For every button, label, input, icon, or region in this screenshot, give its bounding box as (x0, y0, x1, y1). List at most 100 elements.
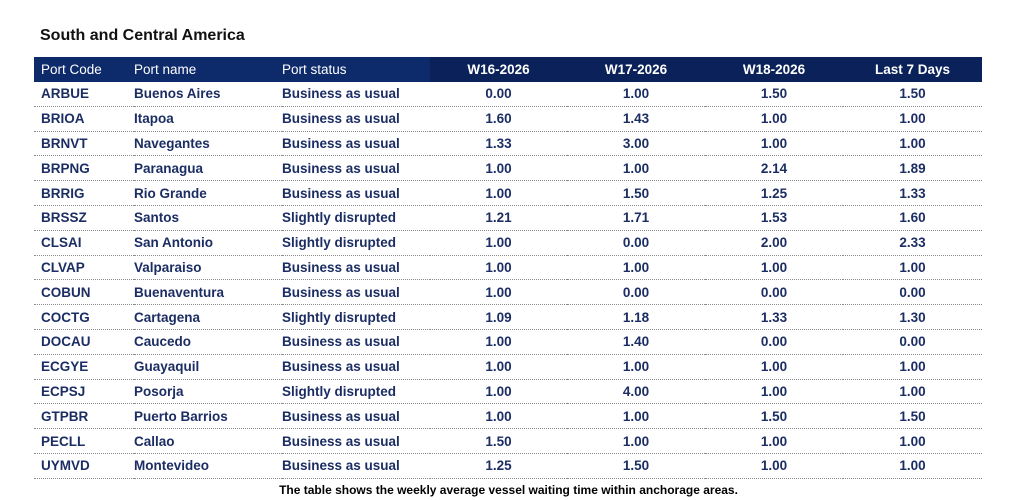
port-status-cell: Slightly disrupted (282, 230, 430, 256)
port-code-cell: GTPBR (34, 403, 134, 430)
port-name-cell: Puerto Barrios (134, 403, 282, 430)
table-row: COBUN Buenaventura Business as usual 1.00 0.… (34, 279, 982, 306)
w18-cell: 1.00 (705, 106, 843, 132)
header-port-code: Port Code (34, 57, 134, 82)
port-name-cell: Rio Grande (134, 180, 282, 206)
port-status-cell: Slightly disrupted (282, 304, 430, 330)
port-name-cell: Caucedo (134, 329, 282, 355)
table-row: BRRIG Rio Grande Business as usual 1.00 1.50… (34, 180, 982, 206)
last-7-days-cell: 1.30 (843, 304, 982, 330)
w18-cell: 1.53 (705, 205, 843, 231)
last-7-days-cell: 1.00 (843, 255, 982, 281)
w17-cell: 1.00 (567, 403, 705, 430)
header-last-7-days: Last 7 Days (843, 57, 982, 82)
w18-cell: 1.00 (705, 131, 843, 157)
port-code-cell: COCTG (34, 304, 134, 330)
table-row: DOCAU Caucedo Business as usual 1.00 1.40 0.0… (34, 329, 982, 355)
w16-cell: 1.00 (430, 403, 567, 430)
table-row: BRSSZ Santos Slightly disrupted 1.21 1.71 1.5… (34, 205, 982, 231)
header-w16: W16-2026 (430, 57, 567, 82)
port-waiting-table: Port Code Port name Port status W16-2026… (34, 57, 982, 479)
port-status-cell: Business as usual (282, 180, 430, 206)
table-row: GTPBR Puerto Barrios Business as usual 1.00… (34, 403, 982, 430)
port-name-cell: Guayaquil (134, 354, 282, 380)
last-7-days-cell: 1.89 (843, 155, 982, 182)
port-status-cell: Business as usual (282, 255, 430, 281)
w18-cell: 0.00 (705, 329, 843, 355)
port-name-cell: Montevideo (134, 453, 282, 479)
w18-cell: 1.00 (705, 379, 843, 405)
port-code-cell: BRIOA (34, 106, 134, 132)
w18-cell: 2.14 (705, 155, 843, 182)
table-row: BRPNG Paranagua Business as usual 1.00 1.00 2… (34, 155, 982, 182)
port-name-cell: Paranagua (134, 155, 282, 182)
w16-cell: 0.00 (430, 82, 567, 107)
port-name-cell: Buenaventura (134, 279, 282, 306)
w17-cell: 1.00 (567, 82, 705, 107)
port-name-cell: Santos (134, 205, 282, 231)
w16-cell: 1.00 (430, 279, 567, 306)
w16-cell: 1.60 (430, 106, 567, 132)
port-status-cell: Business as usual (282, 106, 430, 132)
w16-cell: 1.50 (430, 428, 567, 454)
w17-cell: 1.00 (567, 428, 705, 454)
last-7-days-cell: 1.00 (843, 354, 982, 380)
last-7-days-cell: 1.50 (843, 403, 982, 430)
port-code-cell: ECGYE (34, 354, 134, 380)
w16-cell: 1.33 (430, 131, 567, 157)
w18-cell: 1.00 (705, 255, 843, 281)
w16-cell: 1.00 (430, 379, 567, 405)
table-row: ECGYE Guayaquil Business as usual 1.00 1.00 1… (34, 354, 982, 380)
w17-cell: 1.00 (567, 255, 705, 281)
port-name-cell: Posorja (134, 379, 282, 405)
port-status-cell: Business as usual (282, 155, 430, 182)
w17-cell: 1.50 (567, 180, 705, 206)
port-code-cell: CLSAI (34, 230, 134, 256)
table-row: BRIOA Itapoa Business as usual 1.60 1.43 1.00… (34, 106, 982, 132)
header-port-status: Port status (282, 57, 430, 82)
w17-cell: 0.00 (567, 230, 705, 256)
last-7-days-cell: 1.60 (843, 205, 982, 231)
port-status-cell: Business as usual (282, 279, 430, 306)
w16-cell: 1.00 (430, 354, 567, 380)
header-w18: W18-2026 (705, 57, 843, 82)
port-code-cell: BRSSZ (34, 205, 134, 231)
port-name-cell: San Antonio (134, 230, 282, 256)
port-status-cell: Slightly disrupted (282, 379, 430, 405)
port-status-cell: Business as usual (282, 403, 430, 430)
w16-cell: 1.09 (430, 304, 567, 330)
w18-cell: 0.00 (705, 279, 843, 306)
w16-cell: 1.00 (430, 180, 567, 206)
table-row: UYMVD Montevideo Business as usual 1.25 1.50… (34, 453, 982, 479)
port-status-cell: Business as usual (282, 354, 430, 380)
port-code-cell: UYMVD (34, 453, 134, 479)
header-w17: W17-2026 (567, 57, 705, 82)
w17-cell: 1.18 (567, 304, 705, 330)
port-name-cell: Cartagena (134, 304, 282, 330)
w18-cell: 2.00 (705, 230, 843, 256)
w17-cell: 1.71 (567, 205, 705, 231)
port-name-cell: Buenos Aires (134, 82, 282, 107)
w17-cell: 1.50 (567, 453, 705, 479)
port-code-cell: COBUN (34, 279, 134, 306)
w16-cell: 1.00 (430, 329, 567, 355)
port-status-cell: Business as usual (282, 428, 430, 454)
w16-cell: 1.21 (430, 205, 567, 231)
w18-cell: 1.00 (705, 354, 843, 380)
port-status-cell: Business as usual (282, 329, 430, 355)
table-row: ECPSJ Posorja Slightly disrupted 1.00 4.00 1.… (34, 379, 982, 405)
w17-cell: 1.40 (567, 329, 705, 355)
last-7-days-cell: 2.33 (843, 230, 982, 256)
w16-cell: 1.00 (430, 155, 567, 182)
header-row: Port Code Port name Port status W16-2026… (34, 57, 982, 82)
table-row: CLSAI San Antonio Slightly disrupted 1.00 0.… (34, 230, 982, 256)
last-7-days-cell: 1.00 (843, 106, 982, 132)
w17-cell: 1.00 (567, 354, 705, 380)
port-name-cell: Itapoa (134, 106, 282, 132)
w17-cell: 0.00 (567, 279, 705, 306)
w18-cell: 1.00 (705, 428, 843, 454)
last-7-days-cell: 1.33 (843, 180, 982, 206)
last-7-days-cell: 0.00 (843, 329, 982, 355)
table-title: South and Central America (40, 27, 245, 44)
port-code-cell: ARBUE (34, 82, 134, 107)
